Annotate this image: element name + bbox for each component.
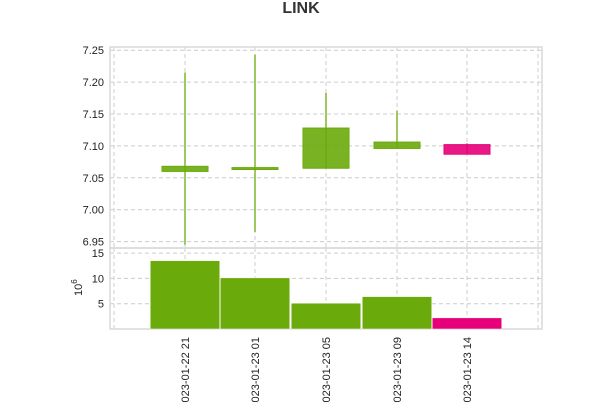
volume-bar bbox=[362, 296, 432, 330]
volume-bar bbox=[432, 317, 502, 330]
x-tick-label: 023-01-23 14 bbox=[462, 337, 474, 402]
x-tick-label: 023-01-23 01 bbox=[250, 337, 262, 402]
price-tick-label: 7.25 bbox=[83, 45, 104, 57]
candle-body bbox=[231, 167, 279, 171]
x-tick-label: 023-01-23 09 bbox=[392, 337, 404, 402]
x-tick-label: 023-01-22 21 bbox=[180, 337, 192, 402]
candle-body bbox=[161, 165, 209, 172]
candle-body bbox=[302, 127, 350, 169]
volume-axis: 5 10 15 bbox=[92, 248, 104, 311]
volume-bar bbox=[150, 260, 220, 330]
candles bbox=[161, 54, 491, 245]
volume-axis-label: 106 bbox=[70, 279, 85, 296]
price-tick-label: 7.15 bbox=[83, 109, 104, 121]
price-tick-label: 6.95 bbox=[83, 237, 104, 249]
price-tick-label: 7.20 bbox=[83, 77, 104, 89]
volume-tick-label: 5 bbox=[98, 299, 104, 311]
price-axis: 6.95 7.00 7.05 7.10 7.15 7.20 7.25 bbox=[83, 45, 104, 248]
price-tick-label: 7.05 bbox=[83, 173, 104, 185]
x-axis: 023-01-22 21 023-01-23 01 023-01-23 05 023-… bbox=[180, 337, 474, 402]
volume-tick-label: 10 bbox=[92, 273, 104, 285]
volume-bars bbox=[150, 260, 502, 330]
candle-body bbox=[373, 141, 421, 149]
volume-bar bbox=[220, 277, 290, 330]
price-tick-label: 7.10 bbox=[83, 141, 104, 153]
volume-bar bbox=[291, 302, 361, 330]
price-tick-label: 7.00 bbox=[83, 205, 104, 217]
volume-tick-label: 15 bbox=[92, 248, 104, 260]
x-tick-label: 023-01-23 05 bbox=[321, 337, 333, 402]
chart-title: LINK bbox=[282, 0, 320, 17]
candle-body bbox=[443, 144, 491, 155]
